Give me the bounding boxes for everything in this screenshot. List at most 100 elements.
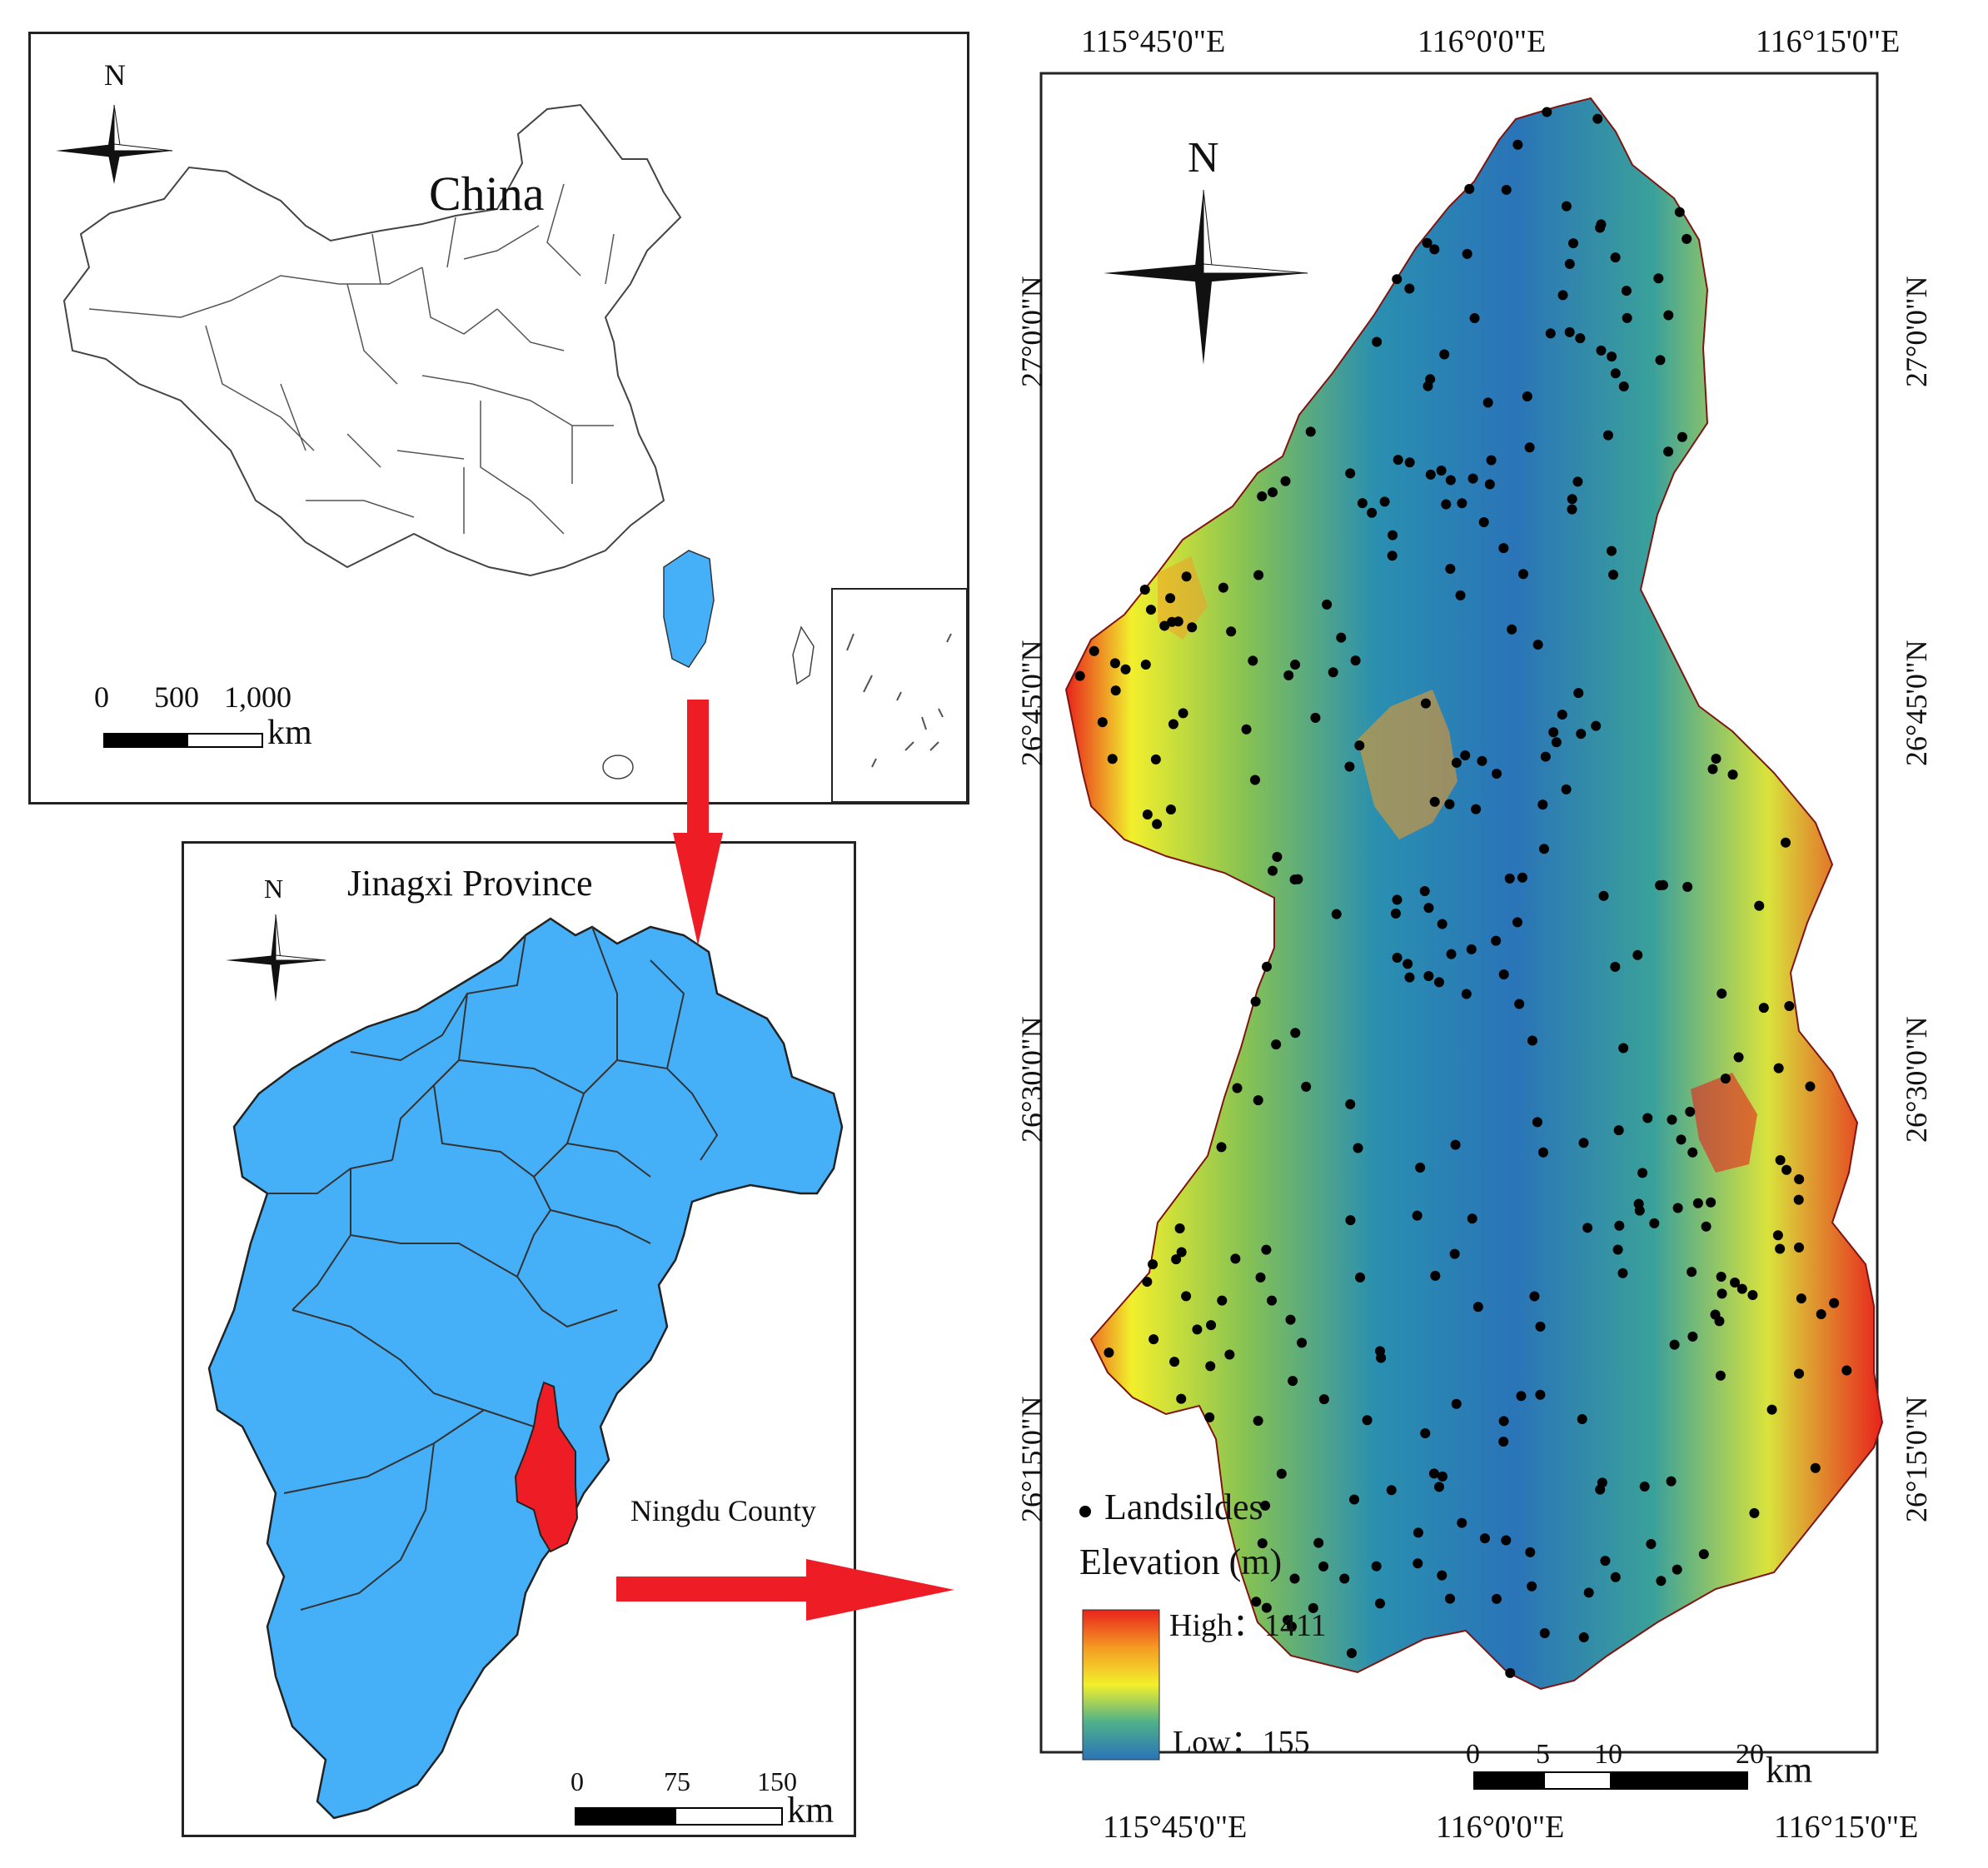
china-scale-tick-1: 500 (154, 680, 199, 714)
landslide-point (1089, 645, 1099, 656)
landslide-point (1535, 1321, 1546, 1332)
landslide-point (1422, 237, 1432, 248)
landslide-point (1272, 851, 1283, 862)
landslide-point (1289, 1573, 1300, 1584)
landslide-point (1224, 1349, 1235, 1360)
landslide-point (1392, 274, 1403, 285)
province-title: Jinagxi Province (347, 863, 593, 904)
landslide-point (1687, 1331, 1698, 1342)
landslide-point (1404, 972, 1415, 983)
right-lat-1: 27°0'0"N (1900, 276, 1933, 387)
landslide-point (1165, 804, 1176, 815)
landslide-point (1621, 286, 1632, 296)
left-lat-2: 26°45'0"N (1015, 640, 1049, 766)
landslide-point (1610, 961, 1621, 972)
landslide-point (1429, 244, 1440, 255)
landslide-point (1775, 1243, 1786, 1254)
landslide-point (1698, 1549, 1709, 1560)
compass-rose-icon (56, 104, 173, 184)
landslide-point (1535, 1389, 1546, 1400)
landslide-point (1564, 326, 1575, 337)
landslide-point (1674, 207, 1685, 217)
landslide-point (1344, 761, 1355, 772)
landslide-point (1711, 753, 1721, 764)
landslide-point (1288, 1376, 1298, 1387)
bottom-lon-1: 115°45'0"E (1103, 1810, 1248, 1845)
landslide-point (1374, 1346, 1385, 1357)
landslide-point (1747, 1289, 1758, 1300)
landslide-point (1257, 491, 1268, 502)
landslide-point (1437, 1570, 1447, 1581)
landslide-point (1567, 494, 1577, 505)
landslide-point (1176, 1393, 1187, 1404)
right-lat-2: 26°45'0"N (1900, 640, 1933, 766)
landslide-point (1598, 890, 1609, 901)
landslide-point (1433, 977, 1444, 988)
landslide-point (1666, 1476, 1677, 1487)
landslide-point (1142, 809, 1153, 820)
landslide-point (1345, 1215, 1356, 1226)
landslide-point (1267, 1295, 1278, 1306)
landslide-point (1425, 469, 1436, 480)
landslide-legend-dot-icon (1079, 1506, 1091, 1517)
landslide-point (1663, 310, 1674, 321)
landslide-point (1310, 712, 1321, 723)
landslide-point (1501, 1535, 1512, 1546)
legend-low: Low：155 (1173, 1725, 1310, 1760)
landslide-point (1439, 349, 1450, 360)
landslide-point (1576, 729, 1587, 740)
landslide-point (1280, 476, 1291, 486)
landslide-point (1467, 473, 1478, 484)
landslide-point (1415, 1163, 1426, 1173)
landslide-point (1578, 1631, 1589, 1642)
landslide-point (1498, 1436, 1509, 1447)
landslide-point (1216, 1142, 1227, 1153)
landslide-point (1248, 655, 1258, 666)
landslide-point (1455, 590, 1466, 600)
landslide-point (1539, 1628, 1550, 1639)
landslide-point (1596, 219, 1607, 230)
landslide-point (1436, 465, 1447, 476)
landslide-point (1355, 1272, 1366, 1283)
china-map (56, 103, 968, 803)
landslide-point (1716, 1271, 1726, 1282)
landslide-point (1139, 584, 1150, 595)
landslide-point (1479, 1533, 1490, 1544)
landslide-point (1251, 1597, 1262, 1607)
landslide-point (1145, 605, 1156, 615)
landslide-point (1561, 201, 1572, 212)
landslide-point (1607, 351, 1617, 362)
landslide-point (1532, 1117, 1542, 1128)
landslide-point (1206, 1320, 1217, 1331)
landslide-point (1345, 1098, 1356, 1109)
landslide-point (1140, 660, 1151, 670)
left-lat-4: 26°15'0"N (1015, 1396, 1049, 1522)
landslide-point (1249, 775, 1260, 785)
landslide-point (1349, 1494, 1360, 1505)
landslide-point (1451, 757, 1462, 768)
landslide-point (1676, 1134, 1687, 1145)
landslide-point (1522, 391, 1532, 402)
landslide-point (1471, 804, 1482, 814)
landslide-point (1639, 1481, 1650, 1492)
landslide-point (1663, 446, 1674, 457)
landslide-point (1805, 1081, 1816, 1092)
landslide-point (1445, 1593, 1456, 1604)
landslide-point (1318, 1394, 1329, 1405)
landslide-point (1484, 479, 1495, 490)
landslide-point (1171, 1254, 1182, 1265)
landslide-point (1781, 837, 1791, 848)
landslide-point (1829, 1298, 1840, 1308)
landslide-point (1192, 1324, 1203, 1335)
landslide-point (1276, 1468, 1287, 1479)
landslide-point (1707, 764, 1718, 775)
landslide-point (1217, 1295, 1228, 1306)
elevation-color-ramp (1082, 1609, 1160, 1761)
landslide-point (1255, 1272, 1266, 1283)
landslide-point (1232, 1083, 1243, 1093)
landslide-point (1379, 496, 1390, 507)
province-scale-tick-2: 150 (757, 1766, 797, 1796)
landslide-point (1226, 626, 1237, 637)
landslide-point (1794, 1174, 1805, 1185)
landslide-point (1701, 1221, 1711, 1232)
